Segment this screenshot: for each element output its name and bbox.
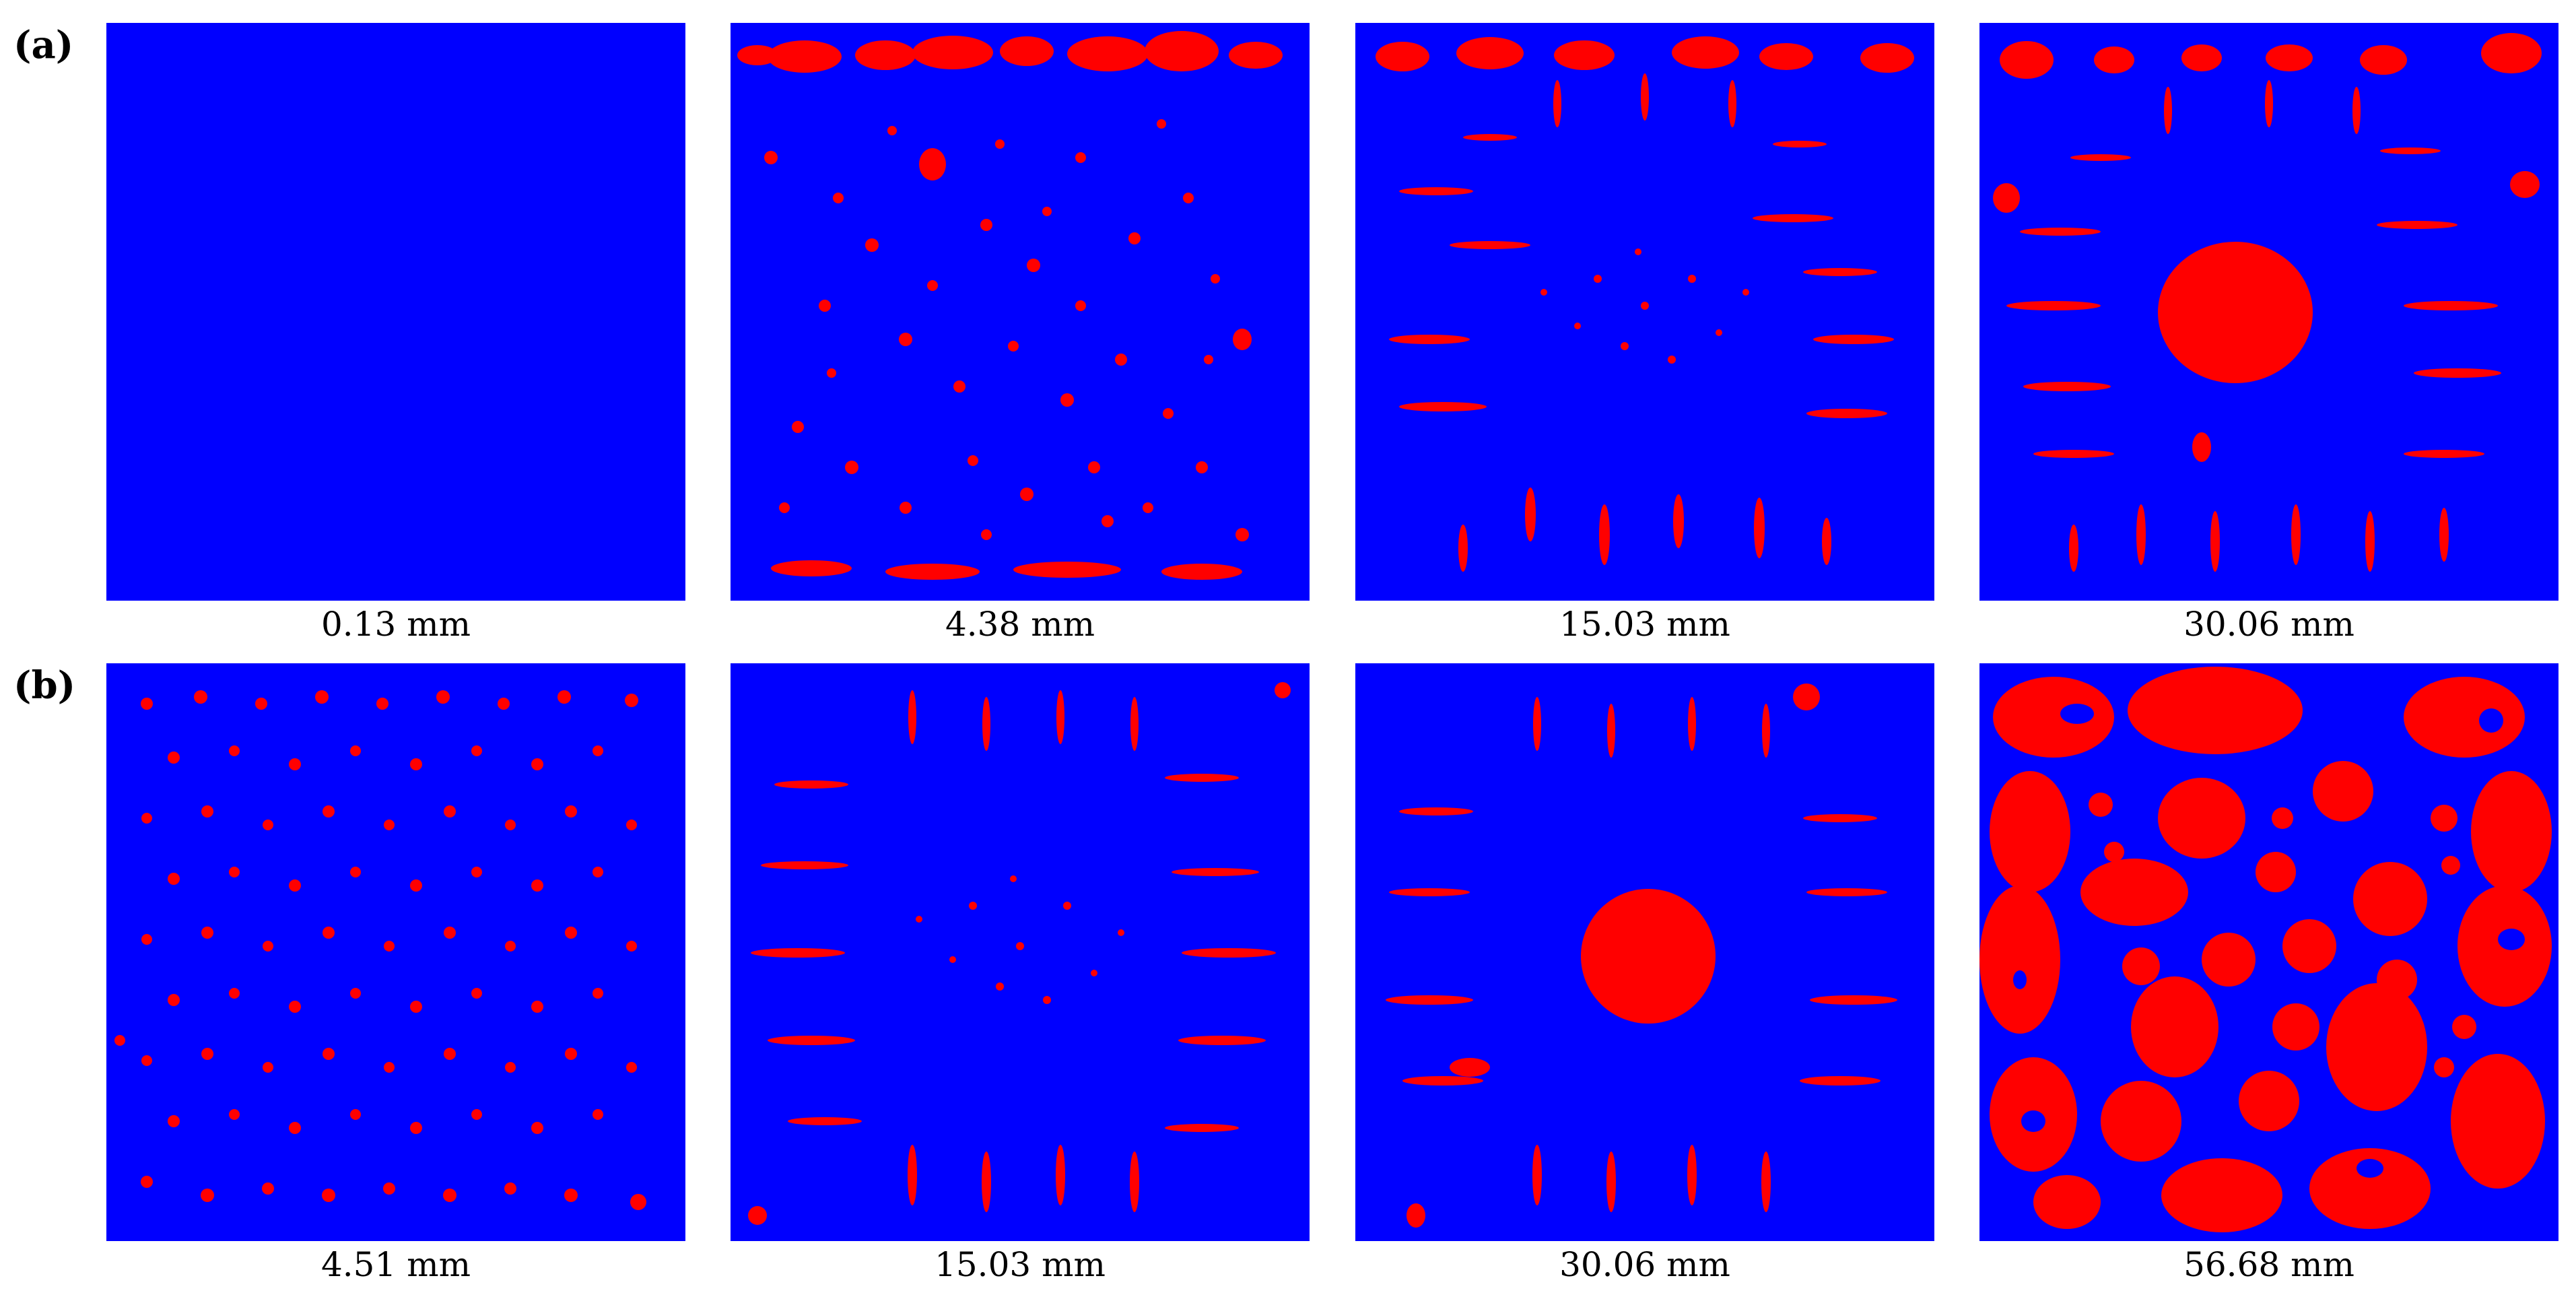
blue-holes — [2013, 704, 2525, 1178]
caption-a-1: 0.13 mm — [320, 605, 471, 644]
panel-b-3 — [1355, 663, 1934, 1241]
field-map-a-3 — [1376, 36, 1914, 572]
panel-b-1 — [106, 663, 685, 1241]
row-label-a: (a) — [13, 23, 74, 67]
row-label-b: (b) — [13, 663, 76, 708]
caption-a-2: 4.38 mm — [945, 605, 1095, 644]
field-map-b-2 — [748, 682, 1291, 1225]
red-regions — [737, 31, 1283, 580]
panel-b-2 — [731, 663, 1310, 1241]
red-regions — [114, 690, 646, 1210]
red-regions — [748, 682, 1291, 1225]
panel-a-1 — [106, 23, 685, 601]
caption-b-1: 4.51 mm — [320, 1245, 471, 1284]
caption-b-4: 56.68 mm — [2183, 1245, 2354, 1284]
caption-b-3: 30.06 mm — [1559, 1245, 1730, 1284]
caption-b-2: 15.03 mm — [935, 1245, 1106, 1284]
field-map-a-1 — [106, 23, 685, 601]
red-regions — [1993, 33, 2542, 572]
red-regions — [1376, 36, 1914, 572]
red-regions — [1979, 667, 2552, 1232]
field-map-a-4 — [1993, 33, 2542, 572]
panel-a-2 — [731, 23, 1310, 601]
field-map-b-3 — [1386, 683, 1897, 1228]
field-map-b-1 — [114, 690, 646, 1210]
field-map-b-4 — [1979, 667, 2552, 1232]
panel-a-4 — [1979, 23, 2558, 601]
panel-a-3 — [1355, 23, 1934, 601]
red-regions — [1386, 683, 1897, 1228]
field-map-a-2 — [737, 31, 1283, 580]
caption-a-3: 15.03 mm — [1559, 605, 1730, 644]
caption-a-4: 30.06 mm — [2183, 605, 2354, 644]
panel-b-4 — [1979, 663, 2558, 1241]
